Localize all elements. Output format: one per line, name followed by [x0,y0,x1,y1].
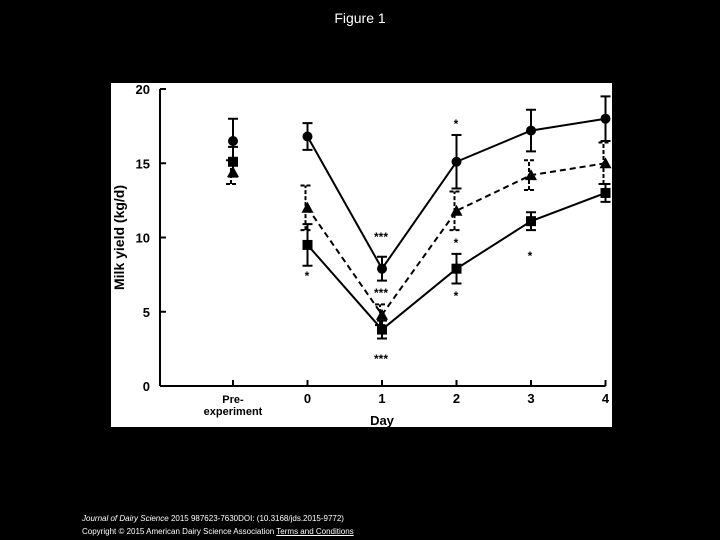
point [376,308,388,320]
x-tick-label: 1 [378,391,385,406]
point [377,263,387,274]
y-tick-label: 10 [136,231,150,246]
point [526,216,536,227]
point [302,131,313,142]
point [525,169,537,181]
x-tick-label: Pre-experiment [204,394,263,418]
point [451,263,462,274]
point [228,156,238,167]
citation-text: 2015 987623-7630DOI: (10.3168/jds.2015-9… [168,514,344,523]
y-tick-label: 0 [143,379,150,394]
chart-background [111,83,612,427]
slide-title: Figure 1 [334,10,386,26]
point [302,239,313,250]
x-axis-title: Day [370,413,395,427]
point [526,125,536,136]
terms-link[interactable]: Terms and Conditions [276,527,354,536]
point [450,204,463,216]
x-tick-label: 2 [453,391,460,406]
significance: * [454,236,459,250]
significance: *** [374,286,388,300]
series-line [306,162,606,317]
point [600,187,611,198]
significance: * [305,269,310,283]
point [599,157,612,169]
copyright: Copyright © 2015 American Dairy Science … [82,527,275,536]
copyright-line: Copyright © 2015 American Dairy Science … [82,527,354,536]
significance: *** [374,352,388,366]
point [451,156,462,167]
point [377,324,387,335]
chart: 0 5 10 15 20 Pre-experiment 0 1 2 3 4 Day Milk yield… [111,83,612,427]
significance: * [528,249,533,263]
significance: *** [374,230,388,244]
x-tick-label: 0 [304,391,311,406]
y-tick-label: 20 [136,83,150,97]
x-tick-label: 4 [602,391,610,406]
x-tick-label: 3 [527,391,534,406]
significance: * [454,289,459,303]
citation: Journal of Dairy Science 2015 987623-763… [82,514,344,523]
point [600,113,611,124]
significance: * [454,117,459,131]
point [228,135,238,146]
y-axis-title: Milk yield (kg/d) [111,185,127,290]
journal: Journal of Dairy Science [82,514,169,523]
y-tick-label: 15 [136,156,150,171]
point [301,201,314,213]
y-tick-label: 5 [143,305,150,320]
